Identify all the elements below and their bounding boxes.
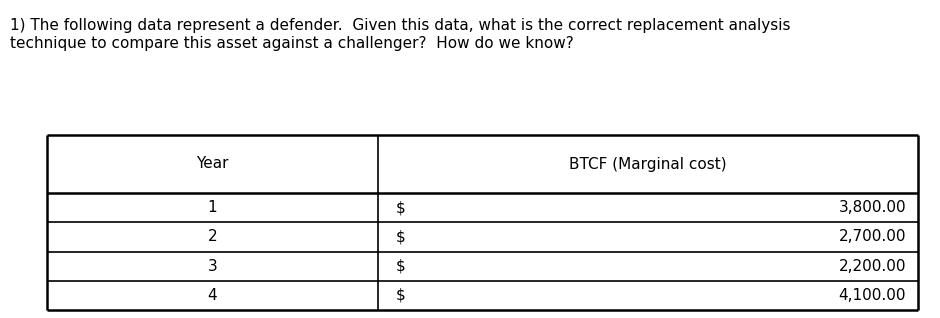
Text: 2: 2 <box>208 229 217 244</box>
Text: 1: 1 <box>208 200 217 215</box>
Text: $: $ <box>396 200 406 215</box>
Text: technique to compare this asset against a challenger?  How do we know?: technique to compare this asset against … <box>10 36 573 51</box>
Text: 3: 3 <box>208 259 217 273</box>
Text: $: $ <box>396 229 406 244</box>
Text: 4: 4 <box>208 288 217 303</box>
Text: 3,800.00: 3,800.00 <box>838 200 906 215</box>
Text: 2,200.00: 2,200.00 <box>838 259 906 273</box>
Text: 2,700.00: 2,700.00 <box>838 229 906 244</box>
Text: 1) The following data represent a defender.  Given this data, what is the correc: 1) The following data represent a defend… <box>10 18 791 33</box>
Text: BTCF (Marginal cost): BTCF (Marginal cost) <box>570 156 727 171</box>
Text: 4,100.00: 4,100.00 <box>838 288 906 303</box>
Text: Year: Year <box>196 156 228 171</box>
Text: $: $ <box>396 259 406 273</box>
Text: $: $ <box>396 288 406 303</box>
